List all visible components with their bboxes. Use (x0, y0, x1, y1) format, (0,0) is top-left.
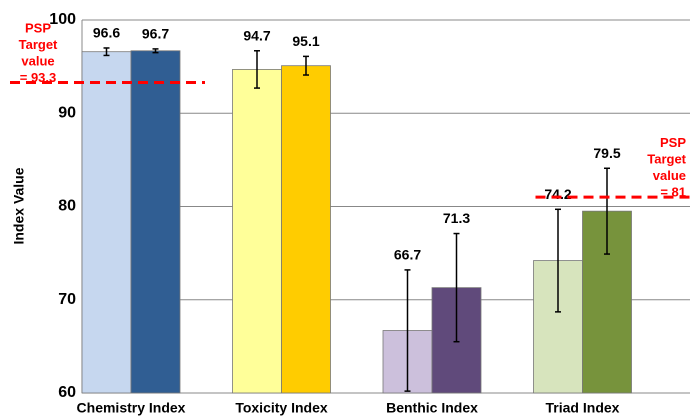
x-tick-label: Triad Index (546, 400, 620, 416)
x-tick-label: Benthic Index (386, 400, 478, 416)
target-label: = 93.3 (20, 70, 57, 85)
y-tick-label: 100 (49, 11, 76, 28)
y-tick-label: 90 (58, 104, 76, 121)
value-label: 71.3 (443, 210, 470, 226)
target-label: PSP (25, 20, 51, 35)
target-label: Target (19, 37, 58, 52)
value-label: 94.7 (243, 27, 270, 43)
target-label: value (653, 168, 686, 183)
bar (232, 69, 282, 394)
value-label: 96.6 (93, 25, 120, 41)
value-label: 74.2 (544, 186, 571, 202)
bar (281, 65, 331, 394)
target-label: PSP (660, 135, 686, 150)
value-label: 79.5 (593, 145, 620, 161)
x-tick-label: Chemistry Index (77, 400, 186, 416)
target-label: value (21, 53, 54, 68)
bar (130, 50, 181, 394)
y-tick-label: 80 (58, 198, 76, 215)
y-tick-label: 70 (58, 291, 76, 308)
y-tick-label: 60 (58, 384, 76, 401)
value-label: 96.7 (142, 26, 169, 42)
target-label: Target (647, 152, 686, 167)
value-label: 95.1 (292, 33, 319, 49)
value-label: 66.7 (394, 247, 421, 263)
x-tick-label: Toxicity Index (235, 400, 328, 416)
y-axis-title: Index Value (11, 167, 27, 244)
bar (81, 51, 132, 394)
target-label: = 81 (660, 185, 686, 200)
